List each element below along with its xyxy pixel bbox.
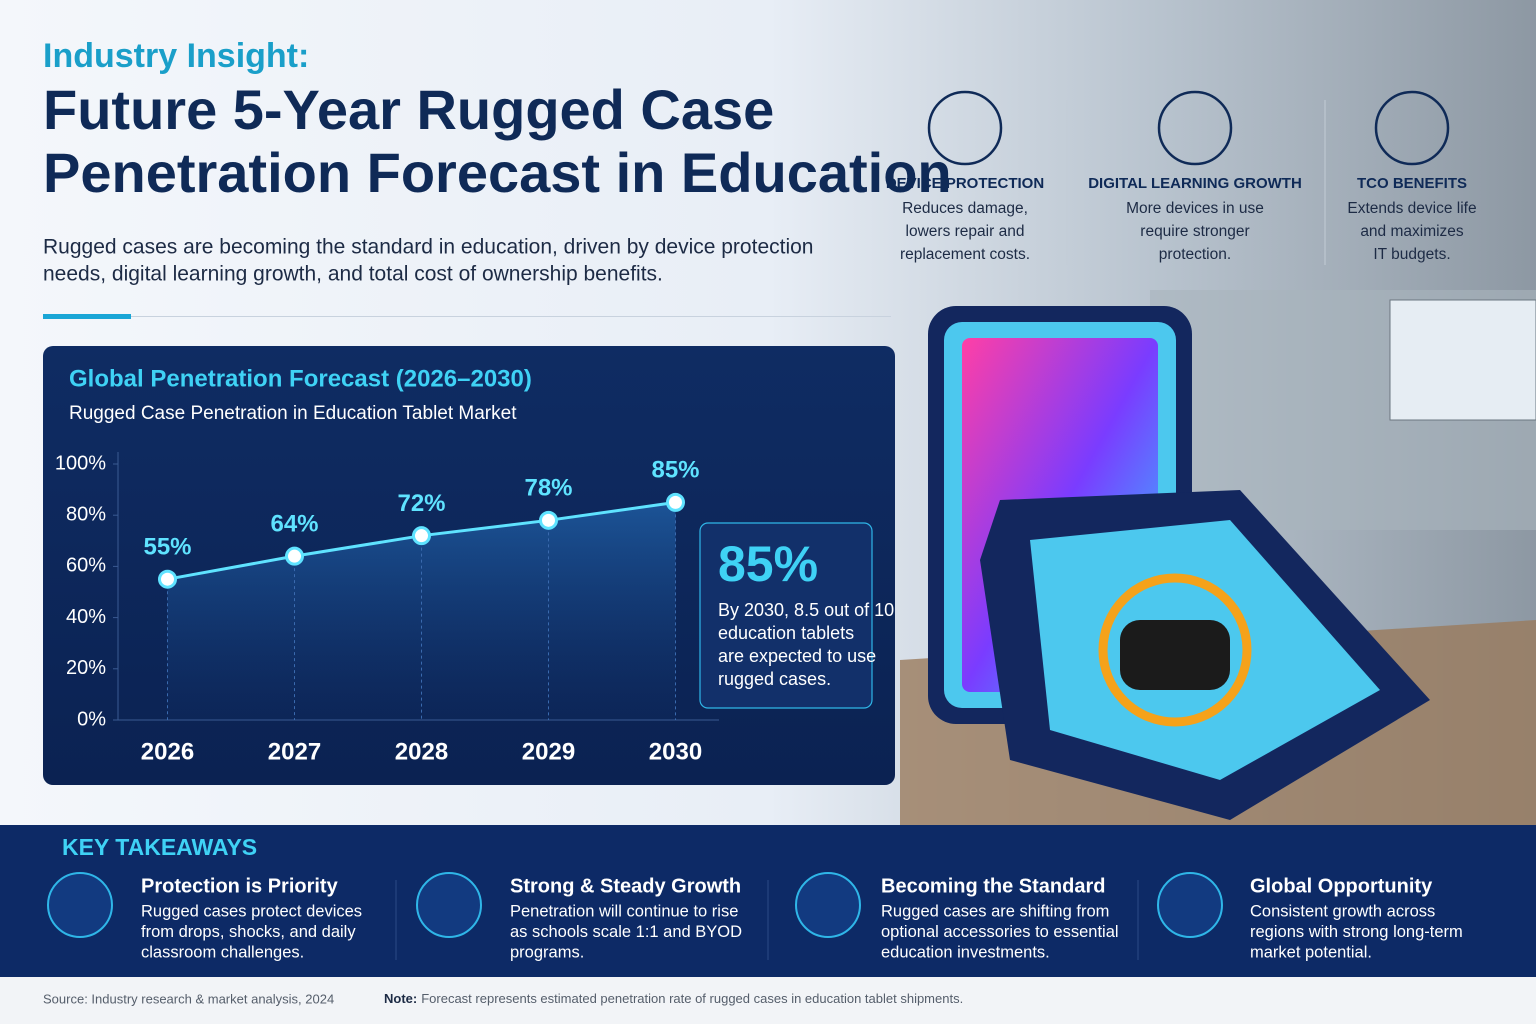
feature-title: TCO BENEFITS bbox=[1357, 175, 1467, 192]
takeaway-title: Strong & Steady Growth bbox=[510, 875, 741, 897]
divider bbox=[131, 316, 891, 317]
y-tick-label: 0% bbox=[77, 708, 106, 730]
feature-text: replacement costs. bbox=[900, 246, 1030, 263]
feature-text: IT budgets. bbox=[1373, 246, 1450, 263]
takeaways-heading: KEY TAKEAWAYS bbox=[62, 834, 257, 860]
x-tick-label: 2028 bbox=[395, 738, 448, 765]
x-tick-label: 2030 bbox=[649, 738, 702, 765]
takeaway-text: Rugged cases protect devices bbox=[141, 902, 362, 920]
feature-icon bbox=[1157, 90, 1233, 166]
y-tick-label: 100% bbox=[55, 452, 106, 474]
feature-text: require stronger bbox=[1140, 223, 1249, 240]
y-tick-label: 60% bbox=[66, 555, 106, 577]
point bbox=[158, 569, 177, 589]
data-label: 78% bbox=[524, 475, 572, 502]
takeaway-text: programs. bbox=[510, 943, 584, 961]
x-tick-label: 2029 bbox=[522, 738, 575, 765]
callout-text: are expected to use bbox=[718, 646, 876, 666]
x-tick-label: 2027 bbox=[268, 738, 321, 765]
note: Note: Forecast represents estimated penet… bbox=[384, 991, 963, 1006]
feature-text: More devices in use bbox=[1126, 200, 1264, 217]
takeaway-icon bbox=[416, 872, 482, 938]
kicker: Industry Insight: bbox=[43, 37, 309, 75]
source: Source: Industry research & market analy… bbox=[43, 991, 334, 1006]
rotation-ring bbox=[1098, 573, 1252, 727]
data-label: 72% bbox=[397, 490, 445, 517]
takeaway-text: regions with strong long-term bbox=[1250, 923, 1463, 941]
takeaway-text: market potential. bbox=[1250, 943, 1372, 961]
chart-title: Global Penetration Forecast (2026–2030) bbox=[69, 365, 532, 392]
intro: needs, digital learning growth, and tota… bbox=[43, 263, 663, 286]
takeaway-icon bbox=[795, 872, 861, 938]
callout-value: 85% bbox=[718, 536, 818, 592]
takeaway-icon bbox=[1157, 872, 1223, 938]
feature-text: Reduces damage, bbox=[902, 200, 1028, 217]
feature-text: Extends device life bbox=[1347, 200, 1476, 217]
feature-icon bbox=[1374, 90, 1450, 166]
feature-text: protection. bbox=[1159, 246, 1231, 263]
feature-title: DEVICE PROTECTION bbox=[886, 175, 1044, 192]
feature-icon bbox=[927, 90, 1003, 166]
data-label: 85% bbox=[651, 457, 699, 484]
chart-subtitle: Rugged Case Penetration in Education Tab… bbox=[69, 403, 517, 424]
page-title: Future 5-Year Rugged Case bbox=[43, 78, 774, 141]
takeaway-title: Global Opportunity bbox=[1250, 875, 1433, 897]
takeaway-text: classroom challenges. bbox=[141, 943, 304, 961]
feature-title: DIGITAL LEARNING GROWTH bbox=[1088, 175, 1302, 192]
takeaway-title: Protection is Priority bbox=[141, 875, 339, 897]
point bbox=[285, 546, 304, 566]
intro: Rugged cases are becoming the standard i… bbox=[43, 236, 813, 259]
page-title: Penetration Forecast in Education bbox=[43, 141, 952, 204]
hand-strap bbox=[1120, 620, 1230, 690]
callout-box bbox=[699, 522, 873, 709]
takeaway-text: Consistent growth across bbox=[1250, 902, 1435, 920]
note-text: Forecast represents estimated penetratio… bbox=[421, 991, 963, 1006]
x-tick-label: 2026 bbox=[141, 738, 194, 765]
y-tick-label: 40% bbox=[66, 606, 106, 628]
takeaway-title: Becoming the Standard bbox=[881, 875, 1105, 897]
takeaway-text: optional accessories to essential bbox=[881, 923, 1119, 941]
y-tick-label: 80% bbox=[66, 503, 106, 525]
takeaway-icon bbox=[47, 872, 113, 938]
point bbox=[666, 492, 685, 512]
footer-band bbox=[0, 977, 1536, 1024]
accent-bar bbox=[43, 314, 131, 319]
point bbox=[412, 526, 431, 546]
feature-text: lowers repair and bbox=[906, 223, 1025, 240]
callout-text: rugged cases. bbox=[718, 669, 831, 689]
callout-text: By 2030, 8.5 out of 10 bbox=[718, 600, 894, 620]
takeaway-text: education investments. bbox=[881, 943, 1050, 961]
feature-text: and maximizes bbox=[1360, 223, 1464, 240]
takeaway-text: Rugged cases are shifting from bbox=[881, 902, 1109, 920]
y-tick-label: 20% bbox=[66, 657, 106, 679]
whiteboard bbox=[1389, 299, 1536, 421]
callout-text: education tablets bbox=[718, 623, 854, 643]
takeaway-text: Penetration will continue to rise bbox=[510, 902, 738, 920]
data-label: 64% bbox=[270, 511, 318, 538]
note-label: Note: bbox=[384, 991, 417, 1006]
data-label: 55% bbox=[143, 534, 191, 561]
point bbox=[539, 510, 558, 530]
takeaway-text: as schools scale 1:1 and BYOD bbox=[510, 923, 742, 941]
takeaway-text: from drops, shocks, and daily bbox=[141, 923, 356, 941]
